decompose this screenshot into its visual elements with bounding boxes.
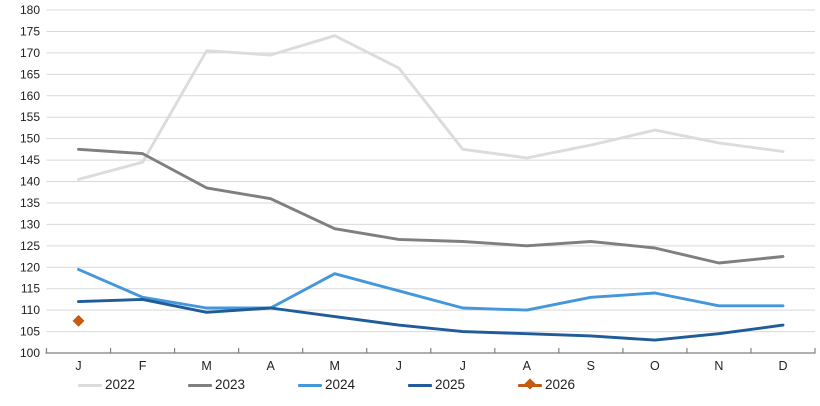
y-axis-tick-label: 100 bbox=[20, 346, 40, 360]
y-axis-tick-label: 120 bbox=[20, 260, 40, 274]
x-axis-month-label: J bbox=[75, 359, 81, 373]
legend-item-2024: 2024 bbox=[298, 374, 355, 396]
x-axis-month-label: J bbox=[460, 359, 466, 373]
legend-diamond-icon bbox=[524, 378, 536, 390]
series-line-2023 bbox=[77, 147, 785, 265]
y-axis-tick-label: 175 bbox=[20, 24, 40, 38]
legend-label-2026: 2026 bbox=[545, 377, 576, 392]
y-axis-tick-label: 135 bbox=[20, 196, 40, 210]
y-axis-tick-label: 170 bbox=[20, 46, 40, 60]
legend-label-2022: 2022 bbox=[105, 377, 136, 392]
legend-swatch-2023 bbox=[188, 383, 212, 387]
y-axis-tick-label: 115 bbox=[21, 282, 40, 296]
x-axis-month-label: A bbox=[523, 359, 532, 373]
x-axis-month-label: M bbox=[329, 359, 339, 373]
x-axis-month-label: F bbox=[139, 359, 147, 373]
marker-diamond-2026 bbox=[72, 314, 85, 327]
series-line-2022 bbox=[77, 34, 785, 181]
legend-swatch-2024 bbox=[298, 383, 322, 387]
y-axis-tick-label: 165 bbox=[20, 67, 40, 81]
y-axis-tick-label: 110 bbox=[21, 303, 40, 317]
plot-area: 100 105 110 115 120 125 130 135 140 145 150 155 160 1… bbox=[20, 3, 816, 373]
legend-swatch-2025 bbox=[408, 383, 432, 387]
y-axis-tick-label: 180 bbox=[20, 3, 40, 17]
x-axis-month-label: N bbox=[714, 359, 723, 373]
legend-label-2024: 2024 bbox=[325, 377, 356, 392]
legend-label-2025: 2025 bbox=[435, 377, 466, 392]
legend-swatch-2026 bbox=[518, 378, 542, 390]
legend-label-2023: 2023 bbox=[215, 377, 246, 392]
y-axis-tick-label: 125 bbox=[20, 239, 40, 253]
y-axis-tick-label: 150 bbox=[20, 132, 40, 146]
legend-item-2026: 2026 bbox=[518, 374, 575, 396]
legend-item-2023: 2023 bbox=[188, 374, 245, 396]
x-axis-month-label: D bbox=[778, 359, 787, 373]
y-axis-tick-label: 160 bbox=[20, 89, 40, 103]
y-axis-tick-label: 105 bbox=[20, 325, 40, 339]
y-axis-tick-label: 140 bbox=[20, 175, 40, 189]
chart-legend: 2022 2023 2024 2025 2026 bbox=[0, 374, 820, 400]
y-axis-tick-label: 145 bbox=[20, 153, 40, 167]
x-axis-month-label: S bbox=[587, 359, 595, 373]
x-axis-month-label: M bbox=[201, 359, 211, 373]
legend-item-2022: 2022 bbox=[78, 374, 135, 396]
y-axis-tick-label: 155 bbox=[20, 110, 40, 124]
x-axis-month-label: J bbox=[396, 359, 402, 373]
legend-item-2025: 2025 bbox=[408, 374, 465, 396]
x-axis-month-label: A bbox=[266, 359, 275, 373]
series-line-2024 bbox=[77, 267, 785, 312]
x-axis-month-label: O bbox=[650, 359, 660, 373]
series-line-2025 bbox=[77, 297, 785, 342]
y-axis-tick-label: 130 bbox=[20, 217, 40, 231]
legend-swatch-2022 bbox=[78, 383, 102, 387]
